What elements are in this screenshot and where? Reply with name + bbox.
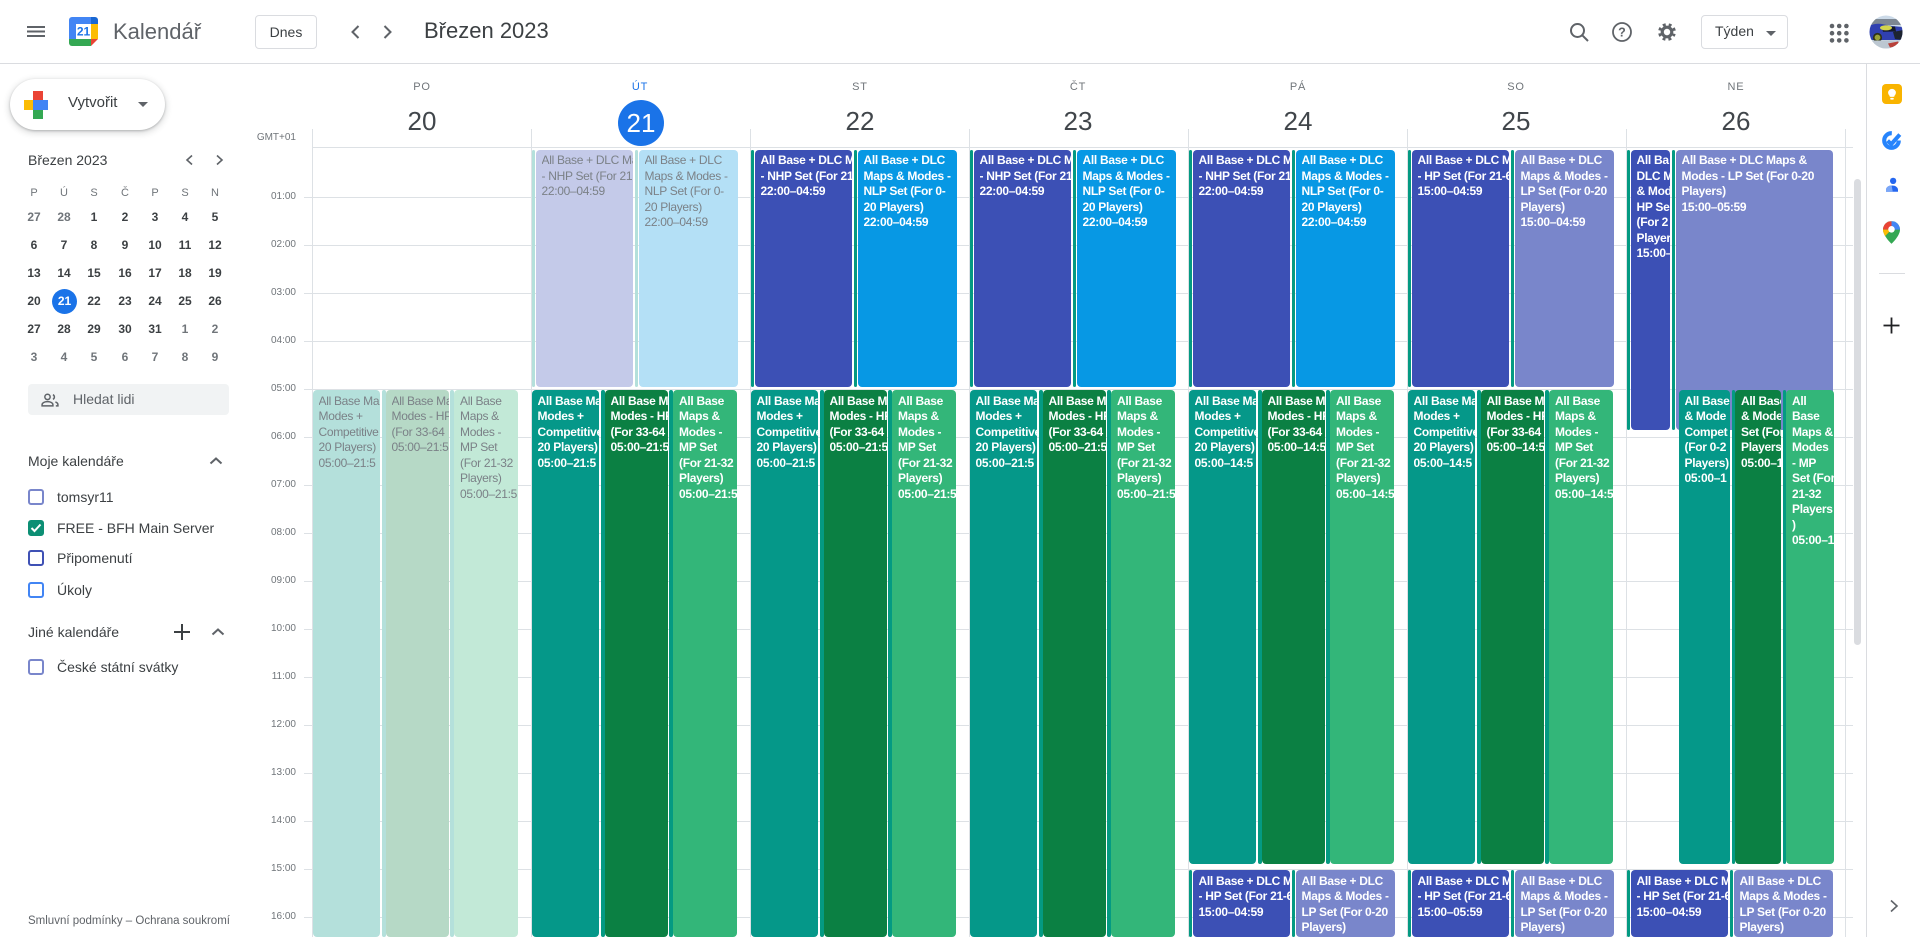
svg-text:?: ? [1618, 26, 1626, 40]
svg-text:21: 21 [77, 25, 91, 39]
